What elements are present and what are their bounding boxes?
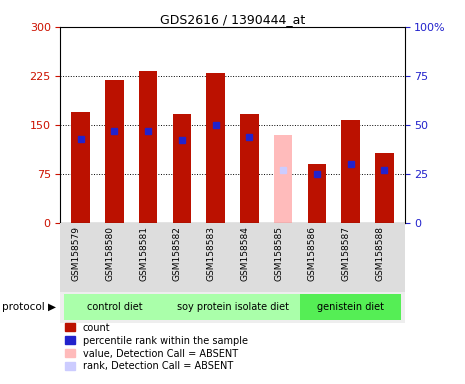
Text: GSM158587: GSM158587: [342, 226, 351, 281]
Title: GDS2616 / 1390444_at: GDS2616 / 1390444_at: [160, 13, 305, 26]
Text: GSM158584: GSM158584: [240, 226, 249, 281]
Text: GSM158579: GSM158579: [72, 226, 81, 281]
Legend: count, percentile rank within the sample, value, Detection Call = ABSENT, rank, : count, percentile rank within the sample…: [65, 323, 248, 371]
Text: GSM158583: GSM158583: [206, 226, 216, 281]
Text: GSM158581: GSM158581: [139, 226, 148, 281]
Bar: [64, 294, 165, 320]
Bar: [300, 294, 401, 320]
Text: control diet: control diet: [86, 302, 142, 312]
Text: GSM158585: GSM158585: [274, 226, 283, 281]
Text: GSM158582: GSM158582: [173, 226, 182, 281]
Bar: [72, 112, 90, 223]
Text: GSM158586: GSM158586: [308, 226, 317, 281]
Bar: [240, 114, 259, 223]
Bar: [375, 153, 393, 223]
Bar: [341, 120, 360, 223]
Bar: [173, 114, 191, 223]
Bar: [139, 71, 158, 223]
Text: protocol ▶: protocol ▶: [2, 302, 56, 312]
Bar: [105, 80, 124, 223]
Text: GSM158588: GSM158588: [375, 226, 384, 281]
Bar: [274, 135, 292, 223]
Text: genistein diet: genistein diet: [317, 302, 384, 312]
Bar: [206, 73, 225, 223]
Text: soy protein isolate diet: soy protein isolate diet: [177, 302, 288, 312]
Bar: [307, 164, 326, 223]
Text: GSM158580: GSM158580: [106, 226, 114, 281]
Bar: [165, 294, 300, 320]
